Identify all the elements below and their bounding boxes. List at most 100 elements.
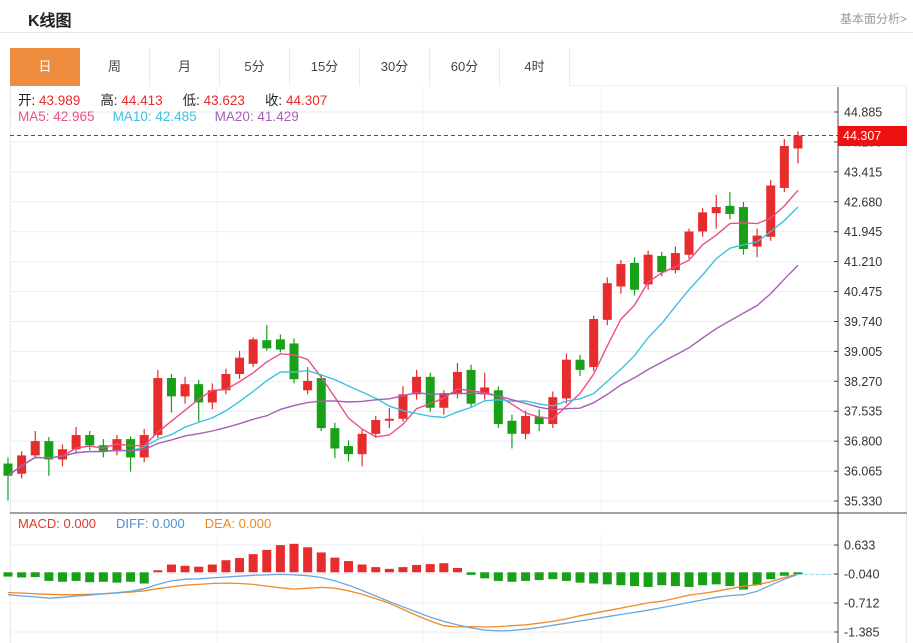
ohlc-legend: 开: 43.989 高: 44.413 低: 43.623 收: 44.307 — [18, 89, 327, 109]
ma-ma5-label: MA5: — [18, 109, 54, 124]
macd-bar — [30, 572, 40, 578]
macd-bar — [166, 564, 176, 573]
tab-bar: 日周月 5分 15分 30分 60分 4时 — [10, 48, 907, 86]
macd-macd: MACD: 0.000 — [18, 516, 96, 531]
macd-diff-label: DIFF: — [116, 516, 153, 531]
macd-bar — [180, 565, 190, 573]
ma-ma5: MA5: 42.965 — [18, 109, 95, 124]
current-price-tag: 44.307 — [838, 126, 907, 146]
macd-legend: MACD: 0.000 DIFF: 0.000 DEA: 0.000 — [18, 516, 271, 531]
candle-body — [384, 418, 394, 421]
fundamental-analysis-link[interactable]: 基本面分析> — [839, 12, 907, 26]
axis-tick-label: 38.270 — [844, 375, 882, 389]
candle-body — [452, 371, 462, 394]
macd-bar — [17, 572, 27, 578]
candle-body — [425, 376, 435, 408]
candle-body — [71, 435, 81, 450]
macd-bar — [44, 572, 54, 581]
macd-bar — [398, 567, 408, 573]
macd-bar — [412, 564, 422, 573]
tab-日[interactable]: 日 — [10, 48, 80, 86]
macd-bar — [289, 543, 299, 573]
macd-bar — [521, 572, 531, 581]
axis-tick-label: -0.040 — [844, 568, 879, 582]
candle-body — [30, 441, 40, 456]
candle-body — [493, 390, 503, 425]
macd-bar — [275, 545, 285, 573]
candle-body — [521, 415, 531, 434]
dif-line — [7, 573, 799, 632]
candle-body — [180, 384, 190, 397]
tab-60分[interactable]: 60分 — [430, 48, 500, 86]
macd-bar — [235, 558, 245, 573]
ma-ma10-value: 42.485 — [155, 109, 197, 124]
macd-bar — [3, 572, 13, 577]
macd-diff-value: 0.000 — [152, 516, 185, 531]
macd-bar — [643, 572, 653, 587]
candle-body — [275, 339, 285, 350]
candle-body — [126, 439, 136, 458]
axis-tick-label: 39.740 — [844, 315, 882, 329]
macd-bar — [698, 572, 708, 586]
candle-body — [316, 378, 326, 429]
macd-bar — [344, 561, 353, 573]
candle-body — [480, 387, 490, 395]
candle-body — [44, 441, 54, 460]
macd-bar — [725, 572, 735, 587]
candle-body — [548, 397, 558, 425]
chart-panel — [10, 48, 907, 643]
macd-bar — [466, 572, 476, 575]
candle-body — [289, 343, 299, 380]
ohlc-open: 开: 43.989 — [18, 89, 80, 109]
macd-macd-label: MACD: — [18, 516, 64, 531]
macd-bar — [425, 564, 435, 573]
macd-bar — [303, 547, 313, 573]
macd-diff: DIFF: 0.000 — [116, 516, 185, 531]
candle-body — [698, 212, 708, 232]
macd-bar — [57, 572, 67, 582]
axis-tick-label: 35.330 — [844, 495, 882, 509]
ma-ma20-label: MA20: — [214, 109, 258, 124]
candle-body — [262, 340, 272, 349]
macd-bar — [221, 560, 231, 573]
axis-tick-label: 36.800 — [844, 435, 882, 449]
candle-body — [398, 394, 408, 419]
candle-body — [248, 339, 258, 364]
candle-body — [344, 446, 353, 455]
candle-body — [303, 380, 313, 391]
ma5-line — [7, 189, 799, 477]
tab-周[interactable]: 周 — [80, 48, 150, 86]
tab-15分[interactable]: 15分 — [290, 48, 360, 86]
candle-body — [330, 428, 340, 449]
candle-body — [684, 231, 694, 255]
candle-body — [57, 449, 67, 460]
candle-body — [534, 416, 544, 425]
ohlc-high-value: 44.413 — [121, 93, 163, 108]
candle-body — [657, 255, 667, 273]
macd-dea: DEA: 0.000 — [205, 516, 272, 531]
macd-bar — [71, 572, 81, 581]
macd-bar — [126, 572, 136, 582]
tab-月[interactable]: 月 — [150, 48, 220, 86]
candle-body — [221, 373, 231, 391]
candle-body — [17, 455, 27, 474]
gridlines — [10, 87, 838, 643]
macd-bar — [657, 572, 667, 586]
ma-ma10-label: MA10: — [112, 109, 156, 124]
ohlc-open-value: 43.989 — [39, 93, 81, 108]
candle-body — [112, 439, 122, 452]
ohlc-close: 收: 44.307 — [265, 89, 327, 109]
macd-bar — [357, 564, 367, 573]
tab-30分[interactable]: 30分 — [360, 48, 430, 86]
macd-bar — [85, 572, 95, 583]
axis-tick-label: 41.210 — [844, 255, 882, 269]
macd-bar — [439, 563, 449, 573]
tab-4时[interactable]: 4时 — [500, 48, 570, 86]
candle-body — [738, 207, 748, 249]
candle-body — [85, 435, 95, 446]
tab-5分[interactable]: 5分 — [220, 48, 290, 86]
axis-tick-label: -0.712 — [844, 596, 879, 610]
macd-bar — [371, 567, 381, 573]
candle-body — [766, 185, 776, 237]
